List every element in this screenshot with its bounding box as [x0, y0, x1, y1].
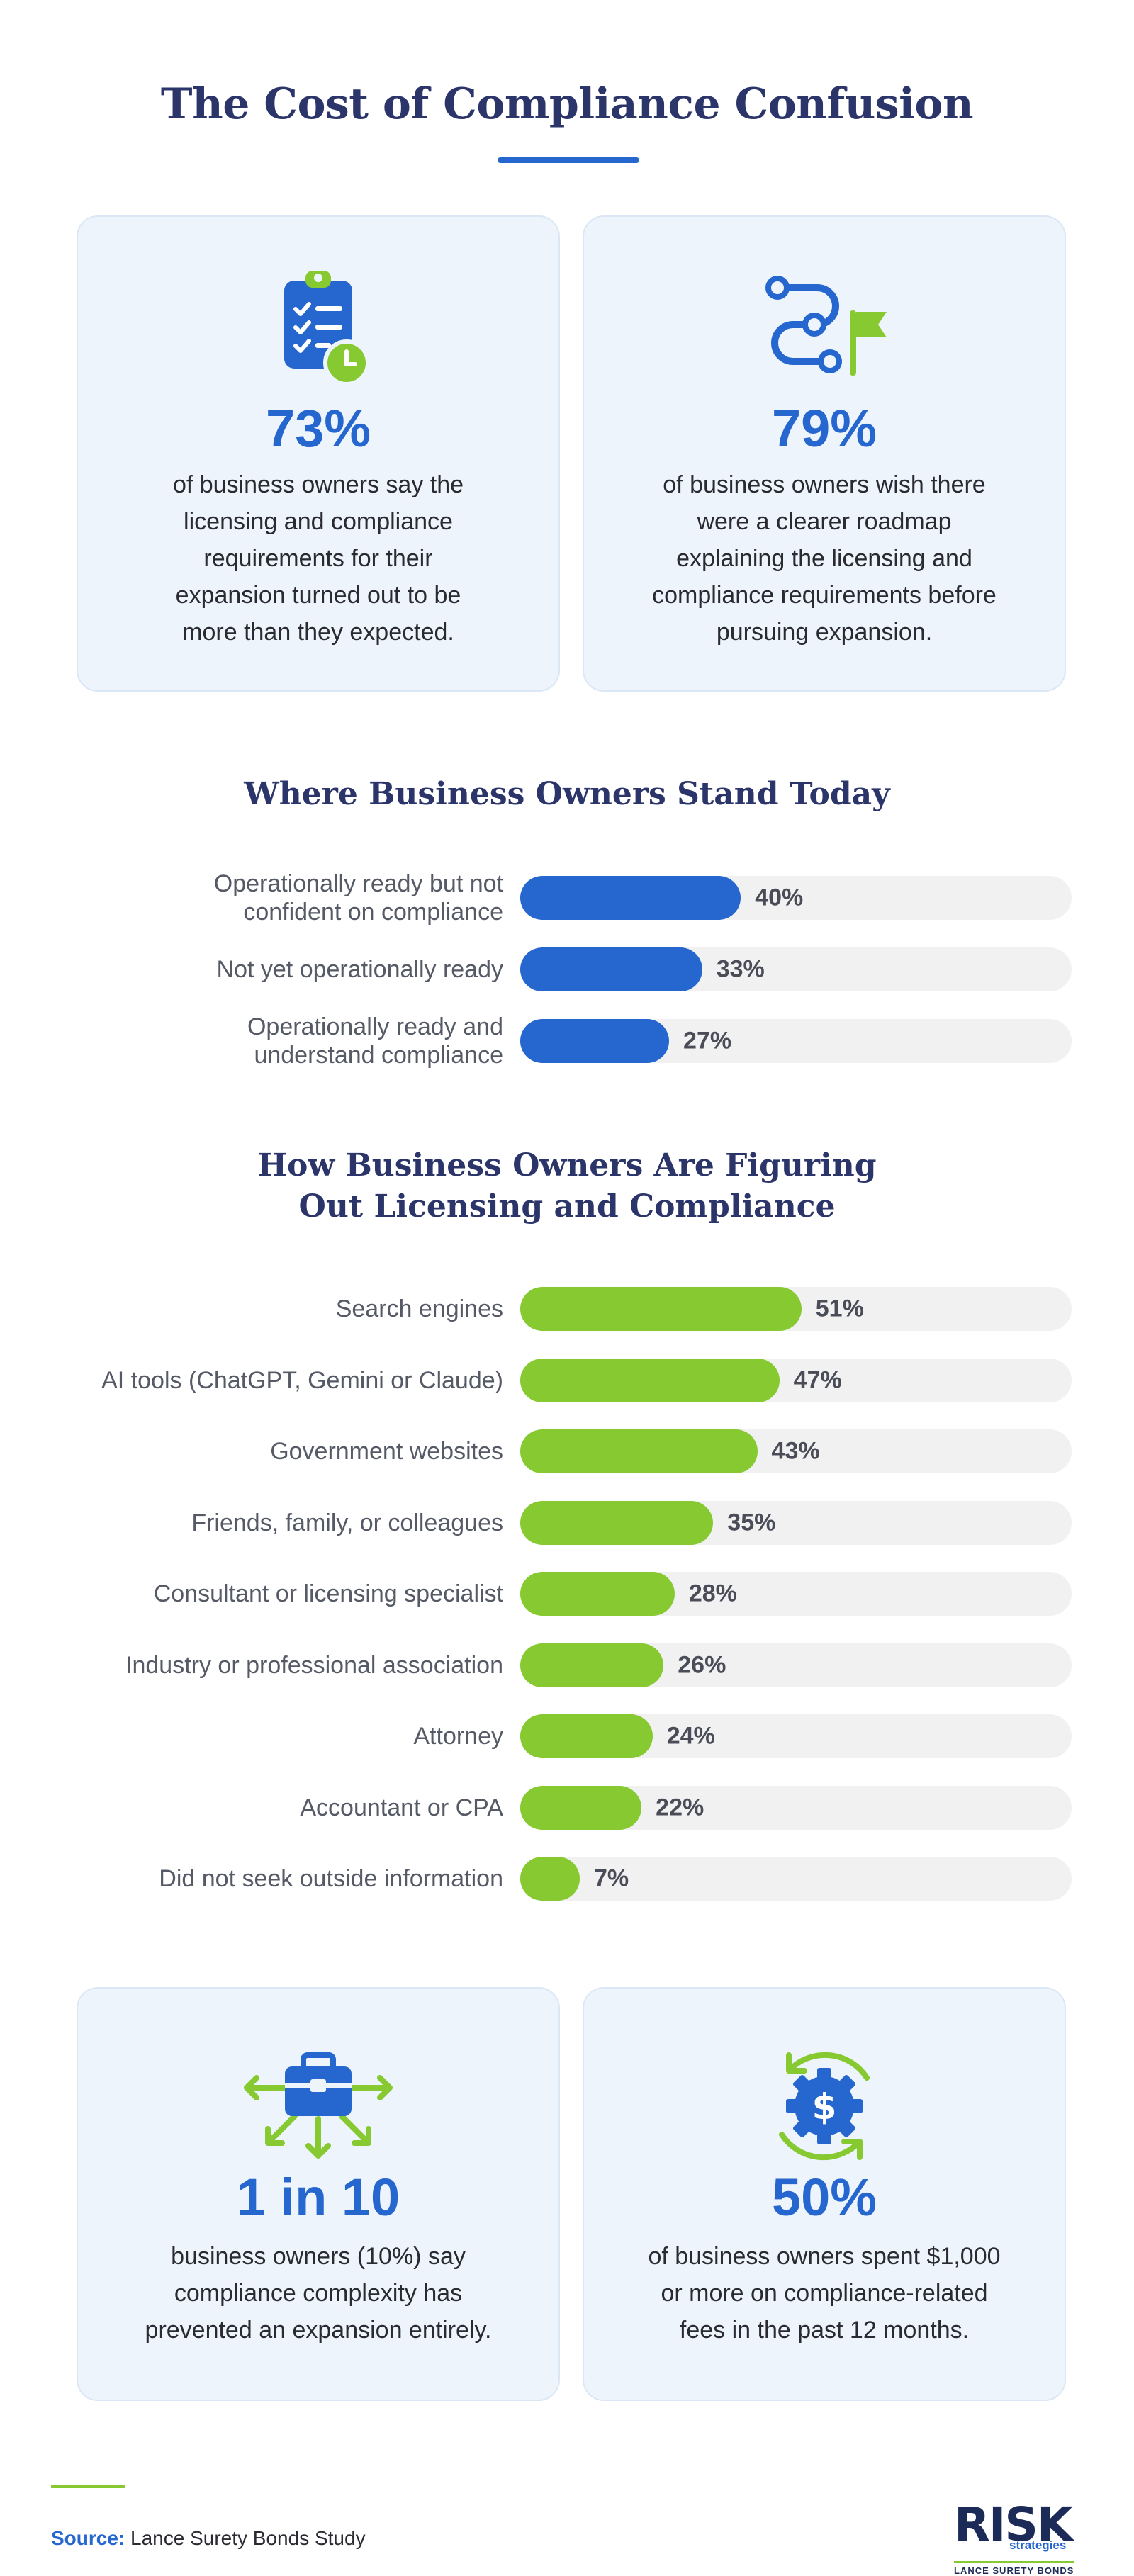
bar-category-label: Industry or professional association: [125, 1651, 503, 1679]
bar: [520, 947, 702, 991]
stat-value: 50%: [771, 2168, 877, 2227]
risk-strategies-logo: RISK strategies LANCE SURETY BONDS: [954, 2497, 1074, 2576]
bar-track: [520, 1857, 1072, 1901]
stat-description: business owners (10%) say compliance com…: [145, 2243, 492, 2344]
source-note: Source: Lance Surety Bonds Study: [51, 2527, 366, 2549]
bar: [520, 1358, 780, 1402]
bar-category-label: Friends, family, or colleagues: [191, 1509, 503, 1536]
bar: [520, 1287, 802, 1331]
bar-value-label: 43%: [771, 1437, 820, 1465]
bar-row: Government websites 43%: [0, 1429, 1134, 1473]
bar-value-label: 27%: [683, 1027, 732, 1054]
briefcase-arrows-icon: [244, 2052, 393, 2159]
bar: [520, 1714, 653, 1758]
bar-category-label: AI tools (ChatGPT, Gemini or Claude): [101, 1366, 503, 1394]
bar: [520, 1643, 664, 1687]
bar-category-label: Accountant or CPA: [300, 1794, 503, 1821]
bar-row: Accountant or CPA 22%: [0, 1785, 1134, 1830]
bar-row: Not yet operationally ready 33%: [0, 947, 1134, 991]
route-flag-icon: [765, 276, 887, 376]
footer-rule: [51, 2485, 125, 2488]
stat-description: of business owners spent $1,000 or more …: [648, 2243, 1001, 2344]
bar-row: Did not seek outside information 7%: [0, 1857, 1134, 1901]
stat-description: of business owners wish there were a cle…: [652, 471, 997, 646]
stat-card-1-in-10: 1 in 10 business owners (10%) say compli…: [77, 1987, 560, 2401]
bar-row: Attorney 24%: [0, 1714, 1134, 1758]
stat-value: 1 in 10: [236, 2168, 400, 2227]
bar-value-label: 35%: [727, 1509, 776, 1536]
bar-value-label: 7%: [594, 1864, 629, 1892]
bar: [520, 1857, 580, 1901]
bar-row: Friends, family, or colleagues 35%: [0, 1500, 1134, 1545]
chart-title-standing: Where Business Owners Stand Today: [244, 776, 890, 812]
bar-category-label: Government websites: [270, 1438, 503, 1465]
clipboard-checklist-clock-icon: [284, 271, 370, 386]
chart-title-figuring-out: How Business Owners Are Figuring Out Lic…: [257, 1147, 877, 1225]
bar: [520, 1572, 675, 1616]
bar: [520, 876, 741, 920]
bar-category-label: Did not seek outside information: [159, 1865, 503, 1892]
bar-value-label: 26%: [678, 1651, 726, 1678]
bar-row: AI tools (ChatGPT, Gemini or Claude) 47%: [0, 1358, 1134, 1402]
bar-row: Operationally ready and understand compli…: [0, 1013, 1134, 1069]
title-underline: [498, 157, 639, 163]
bar: [520, 1500, 714, 1545]
bar-row: Consultant or licensing specialist 28%: [0, 1572, 1134, 1616]
bar-row: Industry or professional association 26%: [0, 1643, 1134, 1687]
bar: [520, 1785, 642, 1830]
stat-card-79: 79% of business owners wish there were a…: [583, 215, 1066, 692]
svg-text:$: $: [812, 2086, 837, 2127]
bar-row: Operationally ready but not confident on …: [0, 870, 1134, 926]
bar-value-label: 33%: [716, 955, 765, 983]
bar-category-label: Search engines: [335, 1295, 503, 1322]
bar-value-label: 28%: [688, 1580, 737, 1607]
bar-row: Search engines 51%: [0, 1287, 1134, 1331]
page-title: The Cost of Compliance Confusion: [160, 79, 974, 129]
bar-category-label: Operationally ready but not confident on …: [213, 870, 503, 926]
stat-card-50: $ 50% of business owners spent $1,000 or…: [583, 1987, 1066, 2401]
stat-card-73: 73% of business owners say the licensing…: [77, 215, 560, 692]
stat-value: 79%: [771, 399, 877, 458]
bar-category-label: Attorney: [413, 1723, 503, 1750]
bar: [520, 1019, 670, 1063]
gear-dollar-cycle-icon: $: [779, 2052, 870, 2161]
stat-value: 73%: [265, 399, 371, 458]
bar-value-label: 51%: [815, 1295, 864, 1322]
bar-category-label: Consultant or licensing specialist: [153, 1580, 503, 1607]
bar-value-label: 47%: [793, 1366, 842, 1393]
bar-category-label: Operationally ready and understand compli…: [247, 1013, 503, 1069]
bar-value-label: 40%: [755, 884, 804, 911]
bar-value-label: 22%: [656, 1794, 704, 1821]
bar-category-label: Not yet operationally ready: [216, 956, 503, 983]
stat-description: of business owners say the licensing and…: [172, 471, 464, 646]
bar: [520, 1429, 758, 1473]
bar-value-label: 24%: [666, 1722, 715, 1750]
